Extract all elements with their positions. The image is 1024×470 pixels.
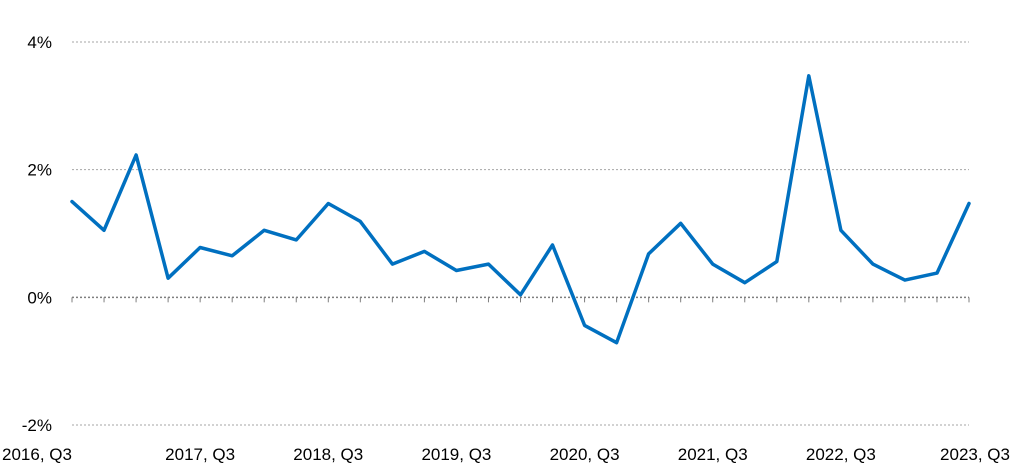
x-tick-label: 2016, Q3 — [2, 445, 72, 464]
x-tick-label: 2021, Q3 — [678, 445, 748, 464]
x-tick-label: 2018, Q3 — [293, 445, 363, 464]
series-layer — [70, 74, 971, 345]
x-tick-marks — [71, 297, 970, 303]
y-tick-label: 4% — [27, 33, 52, 52]
y-tick-label: 0% — [27, 288, 52, 307]
x-tick-label: 2022, Q3 — [806, 445, 876, 464]
y-tick-label: -2% — [22, 416, 52, 435]
y-tick-label: 2% — [27, 161, 52, 180]
series-line — [70, 74, 971, 345]
y-axis-labels: -2% 0% 2% 4% — [22, 33, 52, 435]
x-tick-label: 2017, Q3 — [165, 445, 235, 464]
x-axis-labels: 2016, Q3 2017, Q3 2018, Q3 2019, Q3 2020, Q3… — [2, 445, 1010, 464]
x-tick-label: 2020, Q3 — [550, 445, 620, 464]
x-tick-label: 2023, Q3 — [940, 445, 1010, 464]
grid-layer — [72, 41, 969, 426]
x-tick-label: 2019, Q3 — [421, 445, 491, 464]
